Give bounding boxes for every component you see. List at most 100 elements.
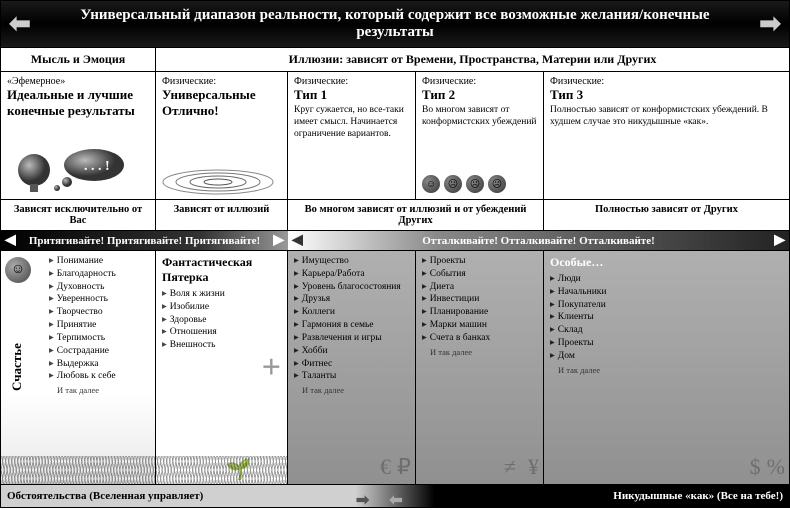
grass-icon (1, 456, 155, 484)
list-item: Марки машин (422, 319, 537, 332)
happiness-cell: ☺ Счастье ПониманиеБлагодарностьДуховнос… (1, 251, 156, 484)
arrow-left-icon: ⬅ (9, 9, 31, 39)
percent-icon: % (767, 454, 785, 480)
sad-face-icon: ☹ (444, 175, 462, 193)
euro-icon: € (380, 454, 391, 480)
fantastic-five-cell: Фантастическая Пятерка Воля к жизниИзоби… (156, 251, 288, 484)
type-ephemeral: «Эфемерное» Идеальные и лучшие конечные … (1, 72, 156, 199)
ephemeral-subtitle: «Эфемерное» (7, 76, 149, 87)
universal-subtitle: Физические: (162, 76, 281, 87)
special-list: ЛюдиНачальникиПокупателиКлиентыСкладПрое… (550, 273, 783, 363)
list-item: Принятие (49, 319, 116, 332)
arrow-right-icon: ➡ (356, 490, 369, 510)
arrow-right-icon: ▶ (273, 232, 284, 249)
types-row: «Эфемерное» Идеальные и лучшие конечные … (1, 72, 789, 200)
footer-left-text: Обстоятельства (Вселенная управляет) (7, 490, 203, 502)
type3-subtitle: Физические: (550, 76, 783, 87)
list-item: Хобби (294, 345, 409, 358)
brand-icons: ≠¥ (504, 454, 539, 480)
type1-subtitle: Физические: (294, 76, 409, 87)
list-item: Люди (550, 273, 783, 286)
list-item: Любовь к себе (49, 370, 116, 383)
list-item: Начальники (550, 286, 783, 299)
list-item: Имущество (294, 255, 409, 268)
faces-group: ☺ ☹ ☹ ☹ (422, 175, 506, 193)
list-item: Дом (550, 350, 783, 363)
type-universal: Физические: Универсальные Отлично! (156, 72, 288, 199)
list-item: Духовность (49, 281, 116, 294)
list-item: Уровень благосостояния (294, 281, 409, 294)
footer-row: Обстоятельства (Вселенная управляет) ➡ ⬅… (1, 485, 789, 507)
ripples-icon (158, 127, 278, 197)
arrow-left-icon: ◀ (292, 232, 303, 249)
banner-title: Универсальный диапазон реальности, котор… (80, 7, 709, 40)
smile-face-icon: ☺ (422, 175, 440, 193)
sad-face-icon: ☹ (466, 175, 484, 193)
list-item: Развлечения и игры (294, 332, 409, 345)
arrow-left-icon: ⬅ (389, 490, 402, 510)
dollar-icon: $ (750, 454, 761, 480)
type1-title: Тип 1 (294, 87, 409, 103)
svg-text:. . . !: . . . ! (84, 159, 110, 174)
arrow-left-icon: ◀ (5, 232, 16, 249)
lists-row: ☺ Счастье ПониманиеБлагодарностьДуховнос… (1, 251, 789, 485)
list-item: Сострадание (49, 345, 116, 358)
depends-row: Зависят исключительно от Вас Зависят от … (1, 200, 789, 231)
list-item: Терпимость (49, 332, 116, 345)
list-item: Инвестиции (422, 293, 537, 306)
ephemeral-title: Идеальные и лучшие конечные результаты (7, 87, 149, 119)
type2-subtitle: Физические: (422, 76, 537, 87)
repel-bar: ◀ Отталкивайте! Отталкивайте! Отталкивай… (288, 231, 789, 250)
list-item: Гармония в семье (294, 319, 409, 332)
list-item: Фитнес (294, 358, 409, 371)
list-item: Таланты (294, 370, 409, 383)
attract-repel-row: ◀ Притягивайте! Притягивайте! Притягивай… (1, 231, 789, 251)
repel-text: Отталкивайте! Отталкивайте! Отталкивайте… (422, 235, 655, 247)
depends-illusions: Зависят от иллюзий (156, 200, 288, 230)
yen-icon: ¥ (528, 454, 539, 480)
list-item: Проекты (422, 255, 537, 268)
list-item: Отношения (162, 326, 281, 339)
list-item: Творчество (49, 306, 116, 319)
list-item: События (422, 268, 537, 281)
type-1: Физические: Тип 1 Круг сужается, но все-… (288, 72, 416, 199)
universal-title: Универсальные Отлично! (162, 87, 281, 119)
list-item: Счета в банках (422, 332, 537, 345)
type3-desc: Полностью зависят от конформистских убеж… (550, 105, 783, 129)
list-item: Проекты (550, 337, 783, 350)
type-2: Физические: Тип 2 Во многом зависят от к… (416, 72, 544, 199)
more-text: И так далее (57, 385, 116, 395)
list-item: Покупатели (550, 299, 783, 312)
possessions-cell: ИмуществоКарьера/РаботаУровень благосост… (288, 251, 416, 484)
list-item: Друзья (294, 293, 409, 306)
list-item: Здоровье (162, 314, 281, 327)
attract-bar: ◀ Притягивайте! Притягивайте! Притягивай… (1, 231, 288, 250)
special-title: Особые… (550, 255, 783, 270)
header-thought-emotion: Мысль и Эмоция (1, 48, 156, 71)
lightbulb-thought-icon: . . . ! (9, 140, 149, 195)
special-cell: Особые… ЛюдиНачальникиПокупателиКлиентыС… (544, 251, 789, 484)
more-text: И так далее (302, 385, 409, 395)
grass-icon (156, 456, 287, 484)
footer-lousy-how: ⬅ Никудышные «как» (Все на тебе!) (379, 490, 789, 502)
fantastic-five-list: Воля к жизниИзобилиеЗдоровьеОтношенияВне… (162, 288, 281, 352)
fantastic-five-title: Фантастическая Пятерка (162, 255, 281, 285)
diagram-container: ⬅ Универсальный диапазон реальности, кот… (0, 0, 790, 508)
list-item: Выдержка (49, 358, 116, 371)
ruble-icon: ₽ (397, 454, 411, 480)
list-item: Уверенность (49, 293, 116, 306)
more-text: И так далее (558, 365, 783, 375)
top-banner: ⬅ Универсальный диапазон реальности, кот… (1, 1, 789, 48)
list-item: Диета (422, 281, 537, 294)
plus-icon: + (262, 349, 281, 387)
list-item: Склад (550, 324, 783, 337)
projects-list: ПроектыСобытияДиетаИнвестицииПланировани… (422, 255, 537, 345)
footer-right-text: Никудышные «как» (Все на тебе!) (613, 490, 783, 502)
list-item: Благодарность (49, 268, 116, 281)
possessions-list: ИмуществоКарьера/РаботаУровень благосост… (294, 255, 409, 383)
arrow-right-icon: ▶ (774, 232, 785, 249)
footer-circumstances: Обстоятельства (Вселенная управляет) ➡ (1, 490, 379, 502)
type-3: Физические: Тип 3 Полностью зависят от к… (544, 72, 789, 199)
list-item: Карьера/Работа (294, 268, 409, 281)
type2-title: Тип 2 (422, 87, 537, 103)
